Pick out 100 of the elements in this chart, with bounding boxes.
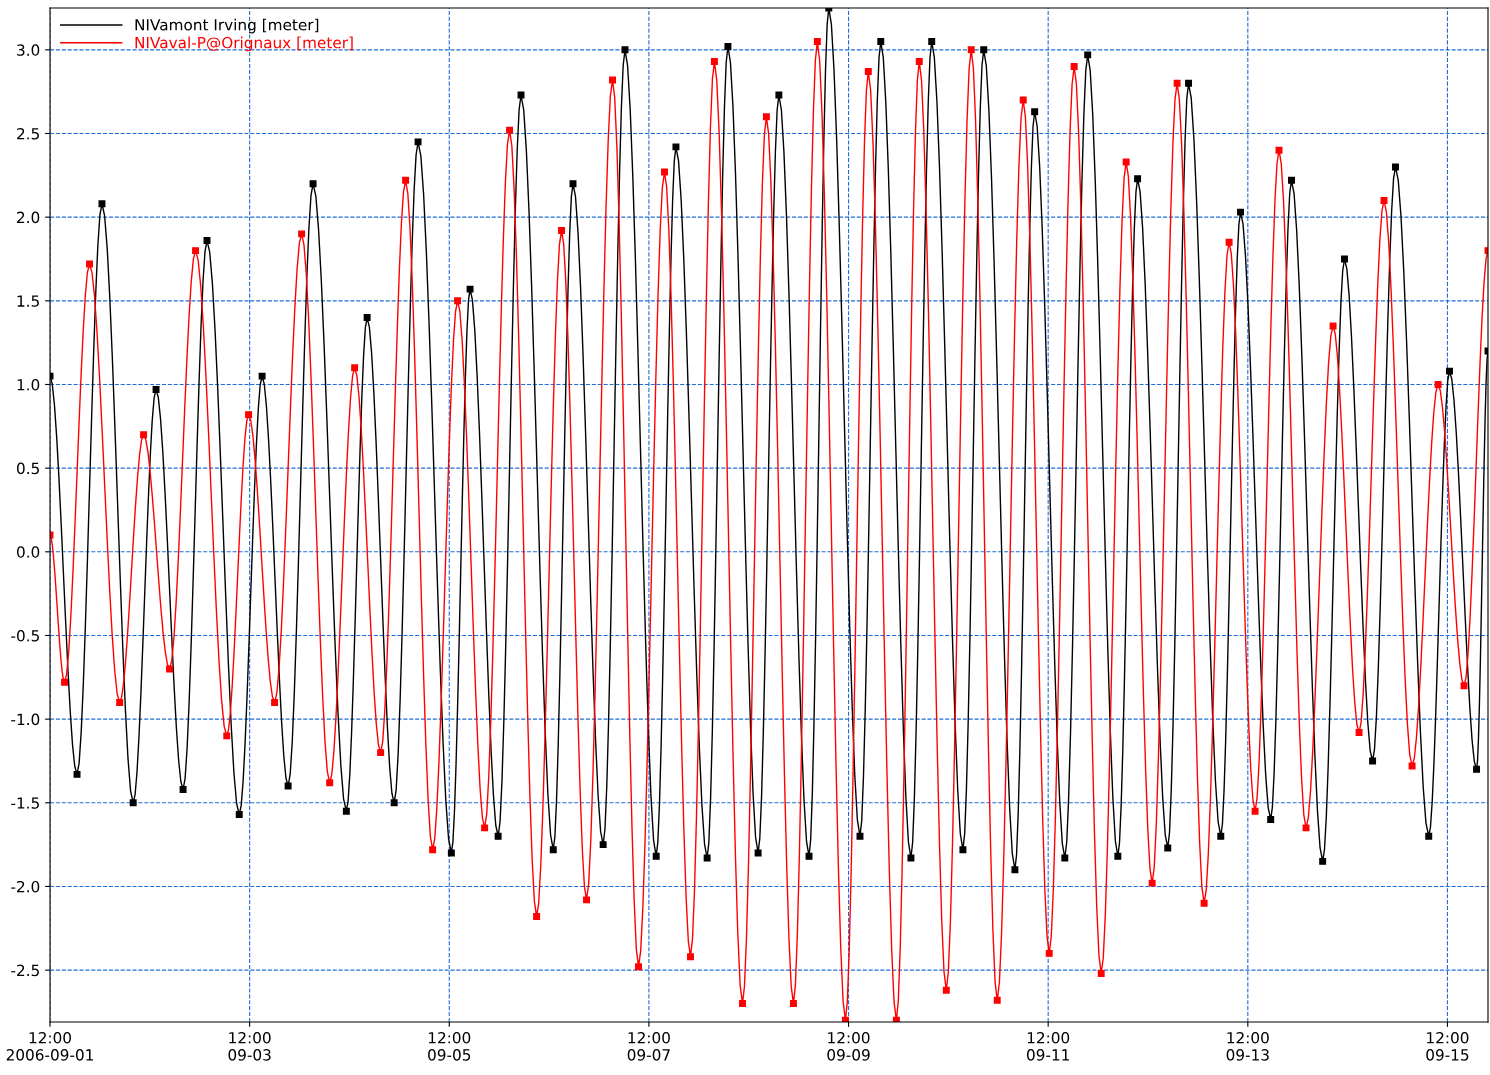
point <box>1217 832 1225 840</box>
point <box>672 143 680 151</box>
point <box>549 846 557 854</box>
point <box>129 799 137 807</box>
point <box>1460 682 1468 690</box>
point <box>454 297 462 305</box>
legend-label: NIVamont Irving [meter] <box>135 18 319 34</box>
point <box>1185 79 1193 87</box>
x-tick-label: 12:00 09-03 <box>228 1031 271 1061</box>
point <box>192 247 200 255</box>
point <box>73 770 81 778</box>
point <box>1070 63 1078 71</box>
point <box>309 180 317 188</box>
point <box>245 411 253 419</box>
point <box>599 841 607 849</box>
point <box>1122 158 1130 166</box>
point <box>1355 729 1363 736</box>
point <box>390 799 398 807</box>
point <box>569 180 577 188</box>
point <box>1097 970 1105 977</box>
point <box>877 37 885 45</box>
point <box>1225 238 1233 246</box>
point <box>928 37 936 45</box>
point <box>1425 832 1433 840</box>
point <box>805 852 813 860</box>
y-tick-label: 2.5 <box>17 127 39 140</box>
point <box>342 807 350 815</box>
point <box>414 138 422 146</box>
point <box>86 260 93 268</box>
point <box>1369 757 1377 765</box>
point <box>271 698 279 706</box>
point <box>1302 824 1310 832</box>
point <box>116 698 124 706</box>
point <box>789 1000 797 1008</box>
x-tick-label: 12:00 09-13 <box>1226 1031 1269 1061</box>
point <box>687 953 694 961</box>
point <box>864 68 872 76</box>
point <box>583 896 590 904</box>
y-tick-label: -0.5 <box>11 629 39 642</box>
y-tick-label: -2.0 <box>11 880 40 893</box>
x-tick-label: 12:00 09-05 <box>428 1031 471 1061</box>
point <box>1164 844 1172 852</box>
point <box>754 849 762 857</box>
point <box>351 364 359 372</box>
point <box>1275 146 1283 154</box>
point <box>1134 175 1142 183</box>
legend-label: NIVaval-P@Orignaux [meter] <box>135 36 353 52</box>
point <box>258 372 266 380</box>
point <box>980 46 988 54</box>
point <box>1446 367 1454 375</box>
point <box>1061 854 1069 862</box>
y-tick-label: -1.0 <box>11 713 40 726</box>
point <box>1329 322 1337 330</box>
x-tick-label: 12:00 09-07 <box>627 1031 670 1061</box>
point <box>447 849 455 857</box>
point <box>506 126 514 134</box>
point <box>1200 899 1208 907</box>
point <box>1341 255 1348 263</box>
y-tick-label: -2.5 <box>11 964 39 977</box>
point <box>1267 816 1275 824</box>
point <box>326 779 334 787</box>
y-tick-label: 0.0 <box>16 546 40 558</box>
point <box>466 285 474 293</box>
point <box>775 91 783 99</box>
point <box>494 832 502 840</box>
point <box>1019 96 1027 104</box>
y-tick-label: 3.0 <box>17 44 40 56</box>
point <box>363 314 371 322</box>
x-tick-label: 12:00 09-11 <box>1026 1031 1070 1061</box>
point <box>703 854 711 862</box>
point <box>203 237 211 245</box>
point <box>1319 857 1327 865</box>
point <box>959 846 967 854</box>
point <box>377 749 385 757</box>
point <box>481 824 489 832</box>
point <box>907 854 915 862</box>
point <box>762 113 770 121</box>
point <box>609 76 616 84</box>
point <box>993 996 1001 1004</box>
point <box>1045 949 1053 957</box>
point <box>166 665 174 673</box>
point <box>61 678 69 686</box>
point <box>724 43 732 50</box>
point <box>661 168 668 176</box>
point <box>813 37 821 45</box>
point <box>915 58 923 66</box>
point <box>1114 852 1122 860</box>
point <box>223 732 231 740</box>
point <box>1391 163 1399 171</box>
point <box>429 846 437 854</box>
x-tick-label: 12:00 2006-09-01 <box>6 1031 93 1061</box>
y-tick-label: 2.0 <box>17 211 40 224</box>
point <box>179 785 187 793</box>
point <box>1148 879 1156 887</box>
point <box>739 1000 746 1008</box>
point <box>1011 866 1019 874</box>
point <box>558 227 566 235</box>
point <box>1173 79 1181 87</box>
point <box>1380 196 1388 204</box>
y-tick-label: 0.5 <box>16 462 39 475</box>
